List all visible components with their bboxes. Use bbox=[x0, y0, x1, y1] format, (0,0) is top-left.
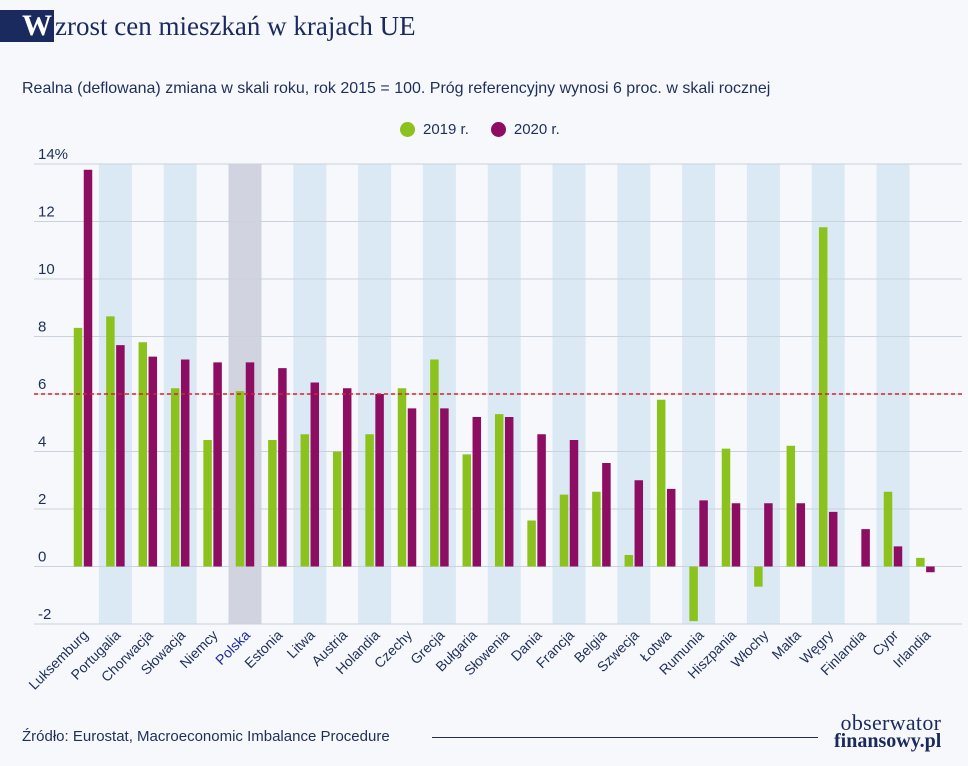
legend-item-2020: 2020 r. bbox=[490, 121, 560, 138]
y-tick-label: 6 bbox=[38, 376, 46, 393]
bar-2019-14 bbox=[527, 520, 536, 567]
bar-2019-20 bbox=[721, 448, 731, 567]
legend: 2019 r. 2020 r. bbox=[400, 121, 582, 138]
bar-2019-16 bbox=[592, 491, 601, 567]
legend-label-2019: 2019 r. bbox=[423, 121, 469, 138]
bar-2019-22 bbox=[786, 445, 796, 567]
bar-2020-4 bbox=[213, 362, 222, 567]
bar-2020-10 bbox=[407, 408, 417, 567]
bar-2019-0 bbox=[73, 327, 83, 567]
bar-2019-4 bbox=[203, 440, 212, 567]
bar-2019-11 bbox=[430, 359, 439, 567]
bar-2020-26 bbox=[926, 566, 935, 573]
bar-2020-17 bbox=[634, 480, 644, 567]
title-text: zrost cen mieszkań w krajach UE bbox=[55, 10, 416, 41]
bar-2019-9 bbox=[365, 434, 374, 567]
bar-2020-24 bbox=[861, 529, 870, 567]
bar-2019-17 bbox=[624, 555, 634, 567]
bar-2020-6 bbox=[278, 368, 287, 567]
bar-2020-0 bbox=[83, 169, 93, 567]
chart-subtitle: Realna (deflowana) zmiana w skali roku, … bbox=[22, 80, 771, 97]
bar-2020-8 bbox=[342, 388, 352, 567]
bar-2020-14 bbox=[537, 434, 546, 567]
bar-2019-25 bbox=[883, 491, 893, 567]
legend-marker-2019 bbox=[400, 122, 415, 137]
chart-title: W zrost cen mieszkań w krajach UE bbox=[0, 10, 416, 42]
bar-2019-7 bbox=[300, 434, 310, 567]
bar-2019-10 bbox=[397, 388, 407, 567]
bar-2020-16 bbox=[602, 463, 611, 567]
bar-2020-18 bbox=[666, 488, 676, 567]
bar-2020-9 bbox=[375, 394, 384, 567]
bar-2019-1 bbox=[106, 316, 115, 567]
y-tick-label: -2 bbox=[38, 606, 51, 623]
bar-2019-2 bbox=[138, 342, 148, 567]
y-tick-label: 0 bbox=[38, 549, 46, 566]
bar-2019-26 bbox=[916, 557, 925, 567]
bar-2019-13 bbox=[494, 414, 504, 567]
y-tick-label: 14% bbox=[38, 146, 68, 163]
bar-2019-6 bbox=[268, 440, 277, 567]
bar-2020-20 bbox=[731, 503, 741, 567]
bar-2019-15 bbox=[559, 494, 569, 567]
legend-marker-2020 bbox=[490, 122, 506, 137]
bar-2020-3 bbox=[180, 359, 190, 567]
bar-2019-12 bbox=[462, 454, 472, 567]
bar-2020-7 bbox=[310, 382, 320, 567]
legend-label-2020: 2020 r. bbox=[513, 121, 560, 138]
bar-2020-15 bbox=[569, 440, 579, 567]
y-tick-label: 4 bbox=[38, 434, 46, 451]
bar-2019-21 bbox=[754, 566, 763, 587]
bar-2019-23 bbox=[818, 227, 828, 567]
bar-2020-5 bbox=[245, 362, 255, 567]
bar-2020-2 bbox=[148, 356, 158, 567]
bar-2020-12 bbox=[472, 417, 482, 567]
bar-2020-25 bbox=[893, 546, 903, 567]
title-initial: W bbox=[0, 10, 54, 42]
bar-2020-11 bbox=[440, 408, 449, 567]
bar-2020-13 bbox=[504, 417, 514, 567]
bar-2020-21 bbox=[764, 503, 773, 567]
source-divider bbox=[432, 737, 818, 738]
brand-logo-top: obserwator bbox=[840, 710, 942, 735]
bar-2020-22 bbox=[796, 503, 806, 567]
brand-logo-bottom: finansowy.pl bbox=[834, 730, 942, 752]
bar-2020-19 bbox=[699, 500, 708, 567]
bar-2019-5 bbox=[235, 391, 245, 567]
bar-2019-19 bbox=[689, 566, 698, 622]
bar-2019-3 bbox=[170, 388, 180, 567]
brand-logo: obserwator finansowy.pl bbox=[834, 710, 942, 752]
y-tick-label: 12 bbox=[38, 204, 55, 221]
legend-item-2019: 2019 r. bbox=[400, 121, 469, 138]
y-tick-label: 10 bbox=[38, 261, 55, 278]
bar-2019-18 bbox=[656, 399, 666, 567]
bar-2020-1 bbox=[116, 345, 125, 567]
x-category-label: Irlandia bbox=[890, 627, 934, 671]
y-tick-label: 8 bbox=[38, 319, 46, 336]
bar-2019-8 bbox=[332, 451, 342, 567]
y-tick-label: 2 bbox=[38, 491, 46, 508]
bar-2020-23 bbox=[828, 511, 838, 567]
source-note: Źródło: Eurostat, Macroeconomic Imbalanc… bbox=[22, 728, 390, 745]
